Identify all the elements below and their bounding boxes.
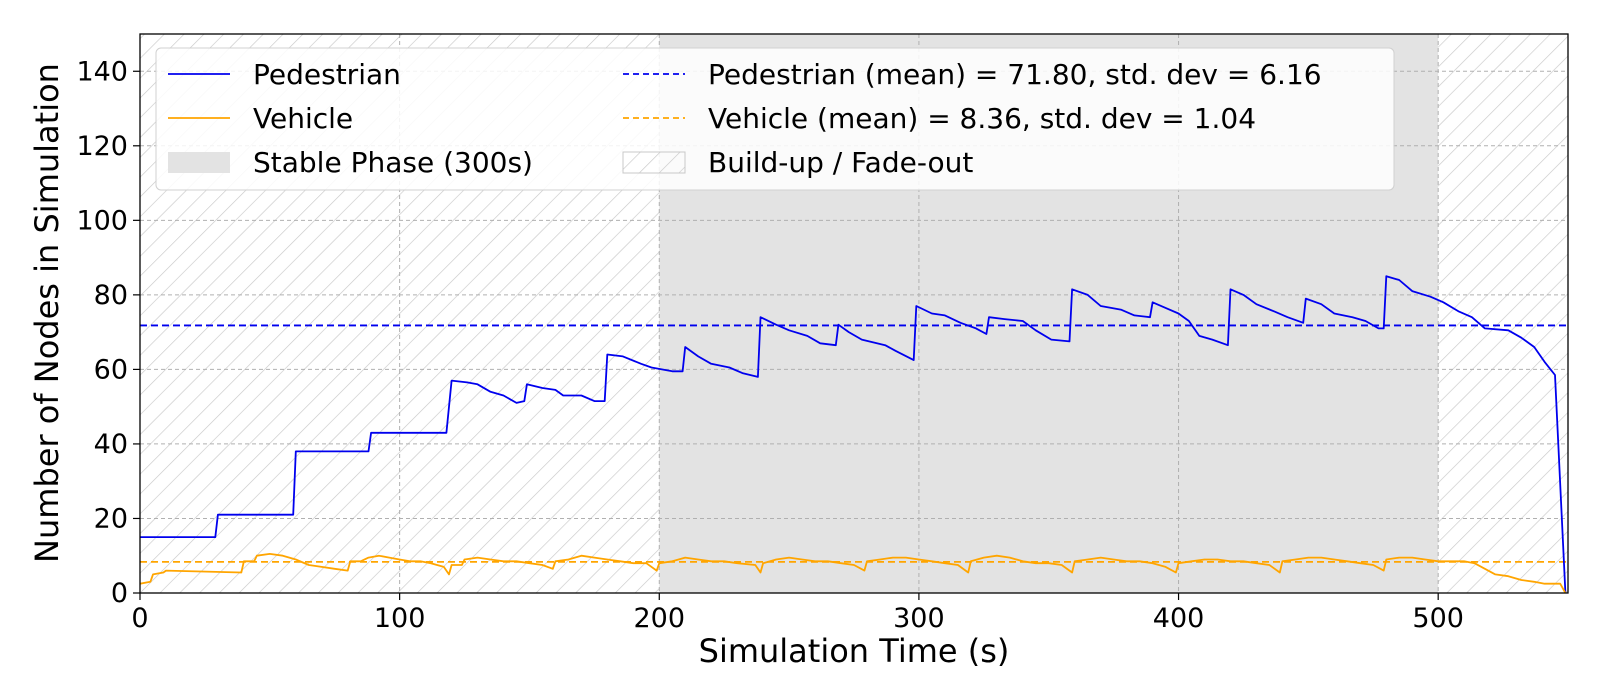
x-tick-label: 0 (131, 603, 148, 634)
y-tick-label: 60 (94, 354, 128, 385)
y-tick-label: 100 (76, 205, 128, 236)
axes: 0 100 200 300 400 500 0 20 40 60 80 100 120 140 (76, 33, 1569, 634)
legend-label: Stable Phase (300s) (253, 146, 533, 179)
y-tick-label: 120 (76, 131, 128, 162)
legend: Pedestrian Vehicle Stable Phase (300s) Pede… (155, 47, 1395, 191)
x-tick-label: 500 (1412, 603, 1464, 634)
y-tick-label: 80 (94, 280, 128, 311)
legend-label: Build-up / Fade-out (708, 146, 973, 179)
x-axis-label: Simulation Time (s) (699, 632, 1010, 670)
legend-box (155, 47, 1395, 191)
y-tick-label: 140 (76, 56, 128, 87)
y-tick-label: 0 (111, 578, 128, 609)
plot-frame (139, 33, 1569, 594)
x-tick-label: 300 (893, 603, 945, 634)
x-tick-label: 200 (633, 603, 685, 634)
legend-patch (622, 151, 686, 174)
legend-label: Vehicle (mean) = 8.36, std. dev = 1.04 (708, 102, 1256, 135)
legend-label: Pedestrian (253, 58, 401, 91)
y-tick-label: 40 (94, 429, 128, 460)
legend-label: Pedestrian (mean) = 71.80, std. dev = 6.… (708, 58, 1322, 91)
data-series (140, 275, 1568, 593)
buildup-region-2 (1438, 34, 1568, 593)
legend-patch (168, 152, 230, 173)
y-tick-label: 20 (94, 503, 128, 534)
series-line-pedestrian (140, 275, 1567, 593)
legend-label: Vehicle (253, 102, 353, 135)
y-axis-label: Number of Nodes in Simulation (28, 63, 66, 563)
x-tick-label: 400 (1153, 603, 1205, 634)
series-line-vehicle (140, 553, 1567, 593)
x-tick-label: 100 (374, 603, 426, 634)
